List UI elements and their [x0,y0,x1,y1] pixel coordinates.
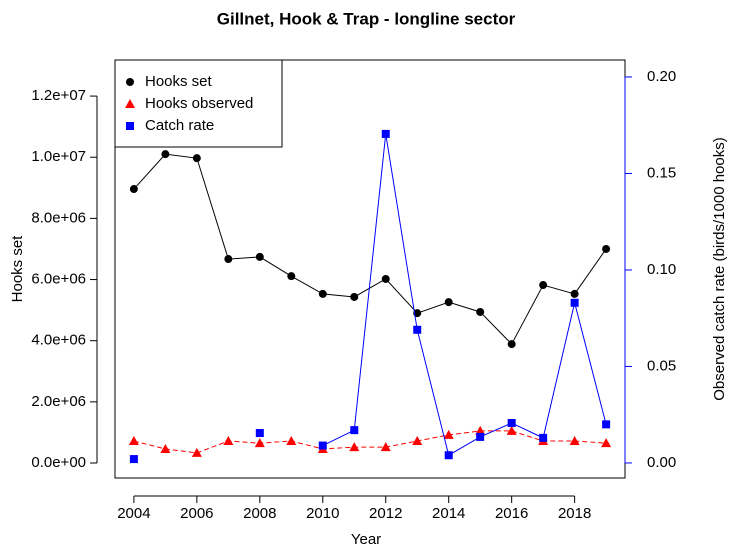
legend-marker [125,99,135,108]
point [350,292,359,301]
x-tick-label: 2018 [558,505,591,522]
legend-label: Hooks set [145,73,213,90]
point [381,274,390,283]
y-tick-label: 1.0e+07 [31,148,86,165]
y-axis-label: Hooks set [9,235,26,303]
point [539,281,548,290]
point [413,325,422,334]
point [380,442,391,452]
point [443,429,454,439]
point [160,443,171,453]
chart-title: Gillnet, Hook & Trap - longline sector [217,9,516,28]
point [475,425,486,435]
y-tick-label: 8.0e+06 [31,209,86,226]
point [570,298,579,307]
y2-tick-label: 0.10 [647,261,676,278]
point [224,255,233,264]
y-tick-label: 0.0e+00 [31,454,86,471]
point [287,272,296,281]
point [192,154,201,163]
point [539,433,548,442]
legend-label: Hooks observed [145,95,253,112]
point [286,436,297,446]
x-tick-label: 2014 [432,505,465,522]
point [601,438,612,448]
legend-box [114,59,283,148]
point [349,442,360,452]
point [569,436,580,446]
point [444,451,453,460]
legend-marker [126,78,134,86]
y-tick-label: 4.0e+06 [31,332,86,349]
series-line [133,430,607,454]
y-tick-label: 2.0e+06 [31,393,86,410]
point [318,289,327,298]
x-tick-label: 2010 [306,505,339,522]
y2-tick-label: 0.00 [647,454,676,471]
x-axis-label: Year [351,531,381,548]
point [602,244,611,253]
y-tick-label: 6.0e+06 [31,271,86,288]
point [191,447,202,457]
series-line [133,153,607,345]
point [602,420,611,429]
point [444,298,453,307]
y2-tick-label: 0.15 [647,164,676,181]
series-line [322,133,607,456]
point [412,436,423,446]
legend-label: Catch rate [145,117,214,134]
legend-marker [126,122,134,130]
point [318,441,327,450]
point [381,129,390,138]
point [129,185,138,194]
y2-tick-label: 0.05 [647,357,676,374]
point [161,150,170,159]
y-tick-label: 1.2e+07 [31,87,86,104]
point [129,455,138,464]
point [350,426,359,435]
x-tick-label: 2004 [117,505,150,522]
point [570,289,579,298]
point [128,436,139,446]
point [506,425,517,435]
y2-axis-label: Observed catch rate (birds/1000 hooks) [711,137,728,400]
x-tick-label: 2016 [495,505,528,522]
x-tick-label: 2006 [180,505,213,522]
point [507,340,516,349]
point [476,432,485,441]
point [223,436,234,446]
point [507,419,516,427]
x-tick-label: 2012 [369,505,402,522]
point [476,307,485,316]
point [255,252,264,261]
point [254,438,265,448]
y2-tick-label: 0.20 [647,68,676,85]
x-tick-label: 2008 [243,505,276,522]
point [255,429,264,438]
